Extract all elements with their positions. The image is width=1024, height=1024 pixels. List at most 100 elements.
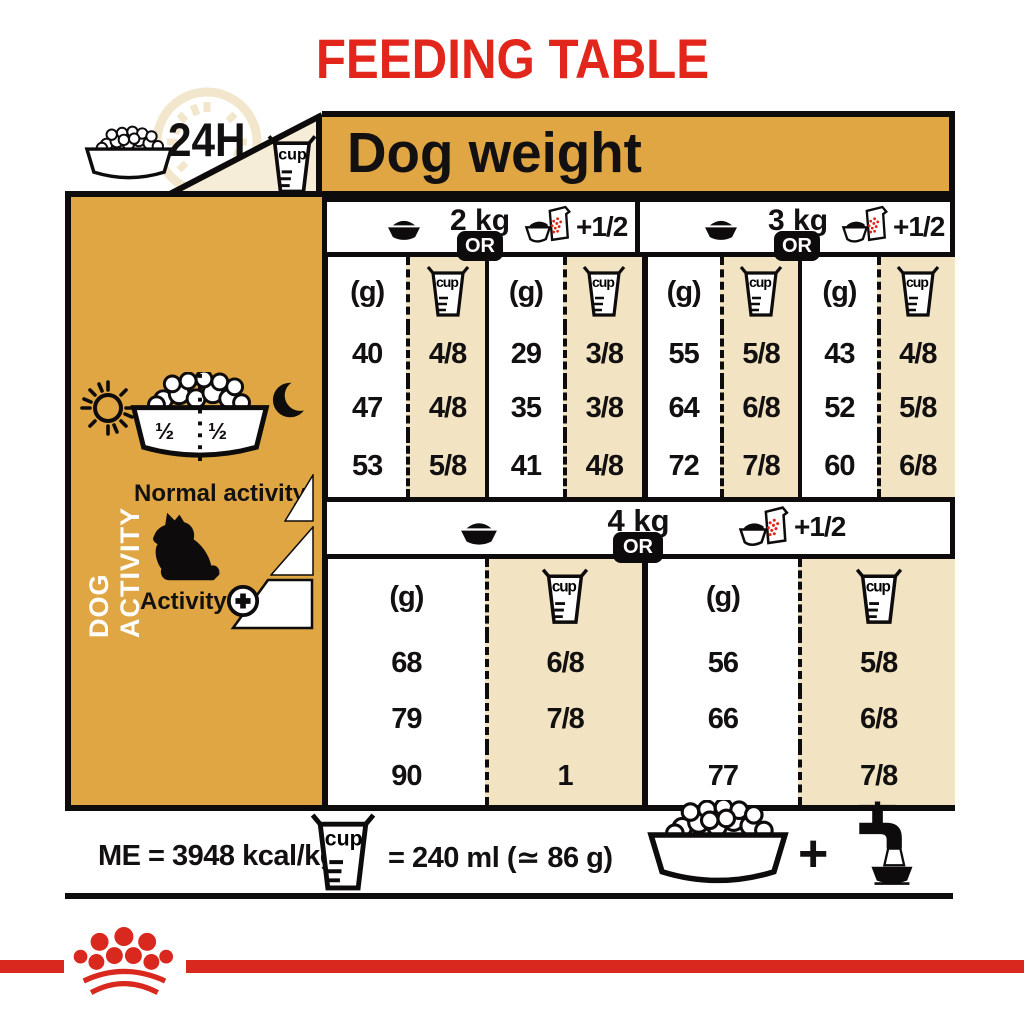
plus-half-label: +1/2 <box>794 511 846 542</box>
kibble-bowl-icon <box>640 800 796 892</box>
value-cell: 1 <box>484 747 642 805</box>
value-cell: 68 <box>391 646 422 679</box>
kibble-bowl-icon <box>80 116 178 196</box>
cup-header: cup <box>719 257 799 327</box>
cup-icon-label: cup <box>278 145 307 163</box>
or-badge-3kg: OR <box>774 231 820 261</box>
value-cell: 3/8 <box>563 381 642 435</box>
value-cell: 4/8 <box>406 327 485 381</box>
dry-bowl-icon <box>383 217 425 242</box>
half-right-label: ½ <box>208 418 228 444</box>
or-badge-2kg: OR <box>457 231 503 261</box>
value-cell: 29 <box>484 327 563 381</box>
brand-line-right <box>186 960 1024 973</box>
value-cell: 56 <box>641 635 799 691</box>
plus-half-label: +1/2 <box>893 211 945 242</box>
plus-half-label: +1/2 <box>576 211 628 242</box>
value-cell: 43 <box>798 327 876 381</box>
rule-footer-bottom <box>65 893 953 899</box>
grams-header: (g) <box>798 257 876 327</box>
value-cell: 5/8 <box>876 381 955 435</box>
cup-icon-label: cup <box>552 579 577 596</box>
grams-header: (g) <box>641 257 720 327</box>
value-cell: 7/8 <box>719 435 799 497</box>
value-cell: 40 <box>352 337 383 370</box>
cup-icon: cup <box>739 265 783 319</box>
value-cell: 90 <box>391 759 422 792</box>
dry-bowl-icon <box>455 519 503 547</box>
cup-icon: cup <box>541 567 589 627</box>
value-cell: 66 <box>641 691 799 747</box>
value-cell: 77 <box>641 747 799 805</box>
dog-activity-sidebar <box>71 197 322 805</box>
value-cell: 35 <box>484 381 563 435</box>
plus-circle-icon <box>226 584 260 618</box>
cup-icon: cup <box>582 265 626 319</box>
value-cell: 52 <box>798 381 876 435</box>
cup-header: cup <box>484 559 642 635</box>
cup-icon-label: cup <box>325 826 363 850</box>
cup-equals-label: = 240 ml (≃ 86 g) <box>388 842 613 874</box>
cup-icon-label: cup <box>866 579 891 596</box>
value-cell: 6/8 <box>876 435 955 497</box>
value-cell: 55 <box>641 327 720 381</box>
half-left-label: ½ <box>155 418 175 444</box>
dog-weight-band <box>322 111 955 197</box>
cup-icon: cup <box>855 567 903 627</box>
value-cell: 5/8 <box>798 635 955 691</box>
cup-icon-label: cup <box>906 274 928 290</box>
rule-table-bottom <box>65 805 955 811</box>
activity-level-1 <box>284 474 314 522</box>
feeding-grid-2kg-3kg: (g) cup (g) cup (g) cup (g) cup 40 <box>322 257 955 497</box>
wet-sachet-icon <box>524 203 574 247</box>
dog-weight-title: Dog weight <box>347 121 642 185</box>
water-tap-icon <box>838 795 914 893</box>
moon-icon <box>272 378 312 422</box>
value-cell: 7/8 <box>798 747 955 805</box>
measuring-cup-icon: cup <box>266 134 318 196</box>
plus-sign: + <box>798 825 829 883</box>
value-cell: 79 <box>391 702 422 735</box>
value-cell: 4/8 <box>876 327 955 381</box>
value-cell: 6/8 <box>798 691 955 747</box>
rule-left <box>65 191 71 811</box>
dog-icon <box>150 508 226 584</box>
band-left-border <box>316 115 322 197</box>
value-cell: 3/8 <box>563 327 642 381</box>
me-kcal-label: ME = 3948 kcal/kg <box>98 840 337 872</box>
activity-level-2 <box>270 526 314 576</box>
cup-icon-label: cup <box>592 274 614 290</box>
value-cell: 60 <box>798 435 876 497</box>
value-cell: 64 <box>641 381 720 435</box>
value-cell: 5/8 <box>719 327 799 381</box>
cup-icon-label: cup <box>749 274 771 290</box>
sun-icon <box>76 376 140 440</box>
or-badge-4kg: OR <box>613 532 663 563</box>
rule-top <box>65 191 322 197</box>
value-cell: 5/8 <box>406 435 485 497</box>
cup-icon: cup <box>426 265 470 319</box>
cup-icon-label: cup <box>436 274 458 290</box>
value-cell: 72 <box>641 435 720 497</box>
value-cell: 53 <box>352 449 383 482</box>
wet-sachet-icon <box>841 203 891 247</box>
value-cell: 6/8 <box>719 381 799 435</box>
value-cell: 41 <box>484 435 563 497</box>
value-cell: 4/8 <box>406 381 485 435</box>
brand-line-left <box>0 960 64 973</box>
value-cell: 47 <box>352 391 383 424</box>
cup-icon: cup <box>896 265 940 319</box>
feeding-grid-4kg: (g) cup (g) cup 68 6/8 56 5/8 79 7/8 66 … <box>322 559 955 805</box>
value-cell: 7/8 <box>484 691 642 747</box>
split-bowl-icon <box>124 372 276 466</box>
grams-header: (g) <box>389 580 424 613</box>
cup-header: cup <box>406 257 485 327</box>
measuring-cup-icon: cup <box>306 812 380 894</box>
value-cell: 4/8 <box>563 435 642 497</box>
wet-sachet-icon <box>738 503 792 551</box>
cup-header: cup <box>876 257 955 327</box>
grams-header: (g) <box>641 559 799 635</box>
grams-header: (g) <box>350 275 385 308</box>
hours-label: 24H <box>168 113 246 166</box>
